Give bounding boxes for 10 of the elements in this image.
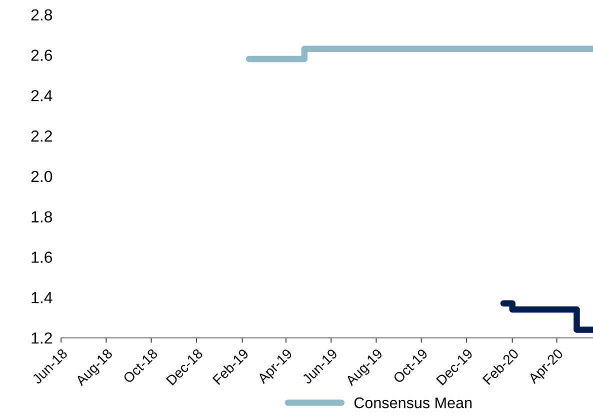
- y-tick-label: 2.8: [31, 9, 52, 21]
- y-tick-label: 2.2: [31, 130, 52, 142]
- y-tick-label: 2.6: [31, 50, 52, 61]
- y-tick-label: 2.0: [31, 170, 52, 182]
- y-tick-label: 1.4: [32, 292, 52, 304]
- legend-label: Consensus Mean: [354, 397, 472, 408]
- y-tick-label: 2.4: [31, 90, 52, 102]
- y-tick-label: 1.6: [32, 252, 52, 263]
- y-tick-label: 1.8: [32, 211, 52, 223]
- y-tick-label: 1.2: [32, 332, 52, 344]
